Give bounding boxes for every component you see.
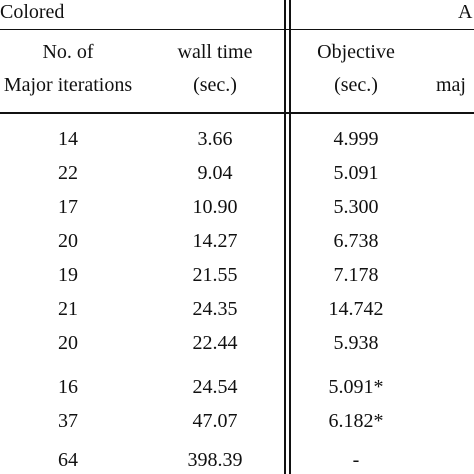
cell-wall-time: 398.39 — [187, 449, 243, 471]
cell-objective: 7.178 — [333, 264, 379, 286]
col-header-wall-time-line2: (sec.) — [193, 74, 237, 96]
cell-objective: 6.738 — [333, 230, 379, 252]
cell-objective: 4.999 — [333, 128, 379, 150]
col-header-wall-time-line1: wall time — [177, 41, 253, 63]
col-header-iterations-line1: No. of — [42, 41, 94, 63]
col-header-iterations-line2: Major iterations — [3, 74, 133, 96]
cell-iterations: 17 — [58, 196, 78, 218]
cell-iterations: 21 — [58, 298, 78, 320]
cell-objective: 14.742 — [328, 298, 384, 320]
cell-wall-time: 3.66 — [197, 128, 233, 150]
cell-objective: 5.300 — [333, 196, 379, 218]
vertical-rule-left — [284, 0, 286, 474]
cell-iterations: 22 — [58, 162, 78, 184]
cell-wall-time: 14.27 — [192, 230, 238, 252]
col-header-objective-line2: (sec.) — [334, 74, 378, 96]
cell-wall-time: 22.44 — [192, 332, 238, 354]
cell-iterations: 16 — [58, 376, 78, 398]
cell-objective: 6.182* — [328, 410, 384, 432]
cell-iterations: 20 — [58, 332, 78, 354]
cell-iterations: 14 — [58, 128, 78, 150]
rule-under-column-header — [0, 112, 474, 114]
cell-wall-time: 47.07 — [192, 410, 238, 432]
cell-objective: 5.091* — [328, 376, 384, 398]
group-header-colored: Colored — [0, 1, 65, 23]
col-header-fourth-line2: maj — [436, 74, 466, 96]
cell-objective: - — [352, 449, 360, 471]
cell-wall-time: 10.90 — [192, 196, 238, 218]
cell-wall-time: 9.04 — [197, 162, 233, 184]
cell-wall-time: 24.35 — [192, 298, 238, 320]
cell-iterations: 20 — [58, 230, 78, 252]
cell-iterations: 64 — [58, 449, 78, 471]
col-header-objective-line1: Objective — [317, 41, 395, 63]
cell-iterations: 37 — [58, 410, 78, 432]
cell-objective: 5.091 — [333, 162, 379, 184]
rule-under-group-header — [0, 29, 474, 31]
group-header-right: A — [458, 1, 473, 23]
cell-iterations: 19 — [58, 264, 78, 286]
cell-objective: 5.938 — [333, 332, 379, 354]
vertical-rule-right — [289, 0, 291, 474]
cell-wall-time: 21.55 — [192, 264, 238, 286]
cell-wall-time: 24.54 — [192, 376, 238, 398]
